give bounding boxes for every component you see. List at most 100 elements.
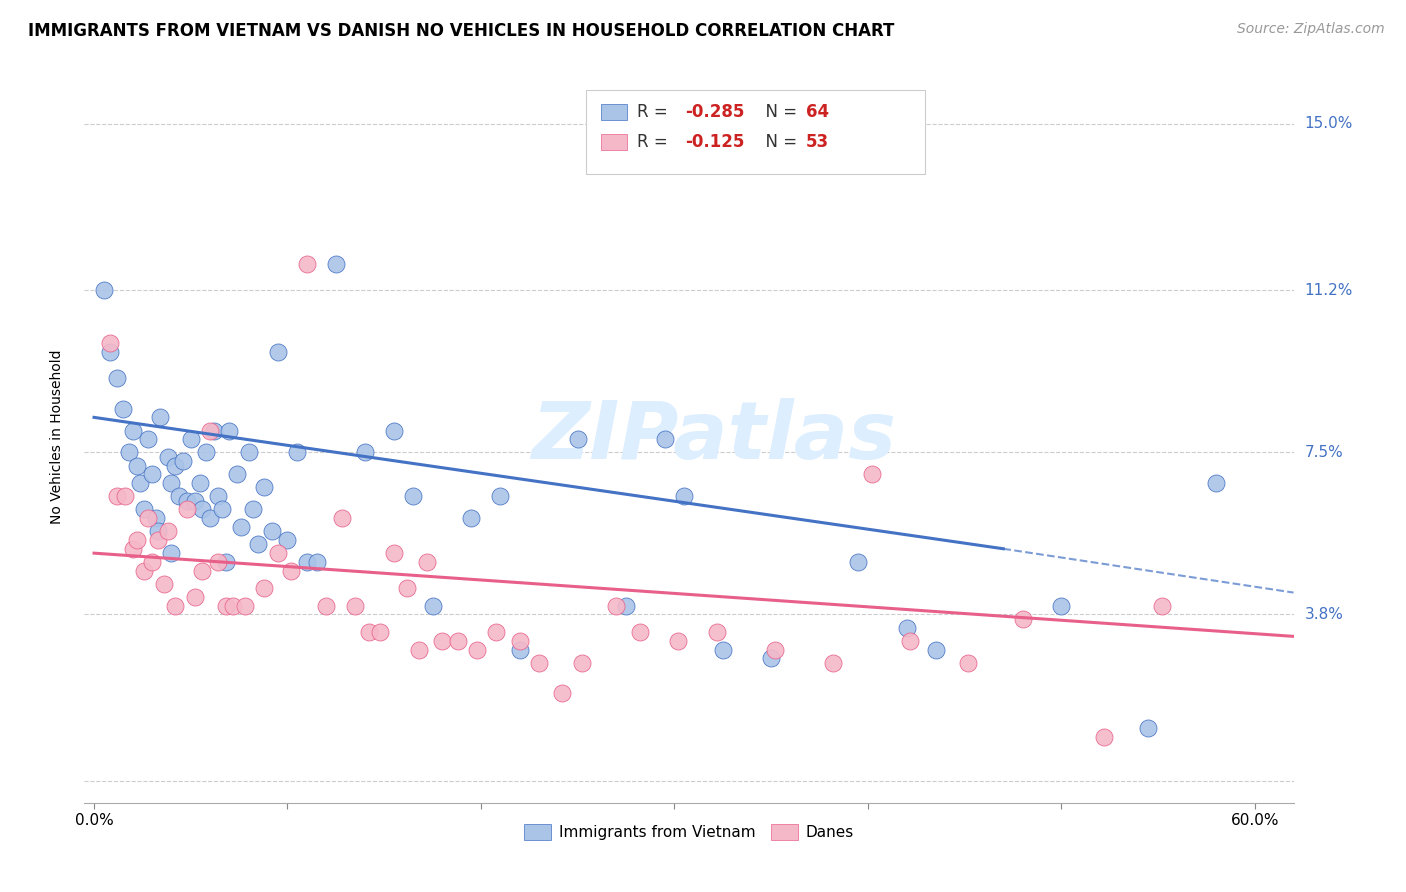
Point xyxy=(509,642,531,657)
Point xyxy=(247,537,270,551)
Point xyxy=(924,642,946,657)
Point xyxy=(416,555,439,569)
Point xyxy=(93,284,115,298)
Bar xyxy=(600,103,627,120)
Point xyxy=(160,546,183,560)
Point xyxy=(823,656,845,670)
Point xyxy=(860,467,883,482)
Point xyxy=(654,432,676,446)
Text: 53: 53 xyxy=(806,133,830,152)
Point xyxy=(666,633,689,648)
Point xyxy=(253,480,276,494)
Text: R =: R = xyxy=(637,103,673,120)
Point xyxy=(134,502,156,516)
Point xyxy=(242,502,264,516)
Point xyxy=(145,511,167,525)
Point xyxy=(198,511,221,525)
Point xyxy=(121,424,143,438)
Point xyxy=(900,633,922,648)
Point xyxy=(330,511,353,525)
Point xyxy=(422,599,444,613)
Point xyxy=(382,546,405,560)
Point xyxy=(121,541,143,556)
Point xyxy=(105,371,128,385)
Point xyxy=(267,546,290,560)
Y-axis label: No Vehicles in Household: No Vehicles in Household xyxy=(49,350,63,524)
Point xyxy=(167,489,190,503)
Point xyxy=(125,533,148,547)
Point xyxy=(214,599,236,613)
Text: 64: 64 xyxy=(806,103,830,120)
Point xyxy=(136,511,159,525)
Point xyxy=(198,424,221,438)
Point xyxy=(191,502,214,516)
Point xyxy=(146,533,169,547)
Text: Source: ZipAtlas.com: Source: ZipAtlas.com xyxy=(1237,22,1385,37)
Text: IMMIGRANTS FROM VIETNAM VS DANISH NO VEHICLES IN HOUSEHOLD CORRELATION CHART: IMMIGRANTS FROM VIETNAM VS DANISH NO VEH… xyxy=(28,22,894,40)
Point xyxy=(253,581,276,595)
Point xyxy=(305,555,328,569)
Point xyxy=(180,432,202,446)
Point xyxy=(673,489,696,503)
Text: R =: R = xyxy=(637,133,673,152)
Point xyxy=(207,555,229,569)
Point xyxy=(295,257,318,271)
Point xyxy=(846,555,869,569)
Point xyxy=(183,590,205,604)
Point xyxy=(190,476,212,491)
Point xyxy=(957,656,980,670)
Point xyxy=(134,564,156,578)
Point xyxy=(357,625,380,640)
Point xyxy=(191,564,214,578)
Point xyxy=(98,335,121,350)
Point xyxy=(172,454,194,468)
Point xyxy=(105,489,128,503)
Point xyxy=(706,625,728,640)
Point xyxy=(195,445,218,459)
Point xyxy=(141,467,163,482)
Point xyxy=(176,502,198,516)
Point xyxy=(1150,599,1173,613)
Point xyxy=(276,533,298,547)
Text: N =: N = xyxy=(755,103,803,120)
Point xyxy=(408,642,430,657)
Text: N =: N = xyxy=(755,133,803,152)
Text: -0.125: -0.125 xyxy=(685,133,745,152)
Point xyxy=(354,445,377,459)
Point xyxy=(551,686,574,700)
Point xyxy=(759,651,782,665)
Point xyxy=(567,432,589,446)
Point xyxy=(571,656,593,670)
Point xyxy=(125,458,148,473)
Point xyxy=(315,599,337,613)
Point xyxy=(763,642,786,657)
Text: 15.0%: 15.0% xyxy=(1305,117,1353,131)
Point xyxy=(183,493,205,508)
Point xyxy=(295,555,318,569)
Text: 3.8%: 3.8% xyxy=(1305,607,1344,622)
Point xyxy=(489,489,512,503)
Point xyxy=(233,599,256,613)
Point xyxy=(226,467,249,482)
Point xyxy=(207,489,229,503)
Point xyxy=(1092,730,1115,744)
Point xyxy=(1137,722,1160,736)
Point xyxy=(370,625,392,640)
Legend: Immigrants from Vietnam, Danes: Immigrants from Vietnam, Danes xyxy=(517,818,860,847)
Point xyxy=(202,424,225,438)
Point xyxy=(114,489,136,503)
Point xyxy=(509,633,531,648)
Point xyxy=(285,445,308,459)
Point xyxy=(460,511,482,525)
Bar xyxy=(600,135,627,151)
Point xyxy=(229,520,252,534)
Point xyxy=(141,555,163,569)
Point xyxy=(527,656,550,670)
Point xyxy=(896,621,918,635)
Point xyxy=(382,424,405,438)
Point xyxy=(465,642,488,657)
Point xyxy=(605,599,627,613)
Point xyxy=(402,489,425,503)
Point xyxy=(160,476,183,491)
Text: ZIPatlas: ZIPatlas xyxy=(530,398,896,476)
